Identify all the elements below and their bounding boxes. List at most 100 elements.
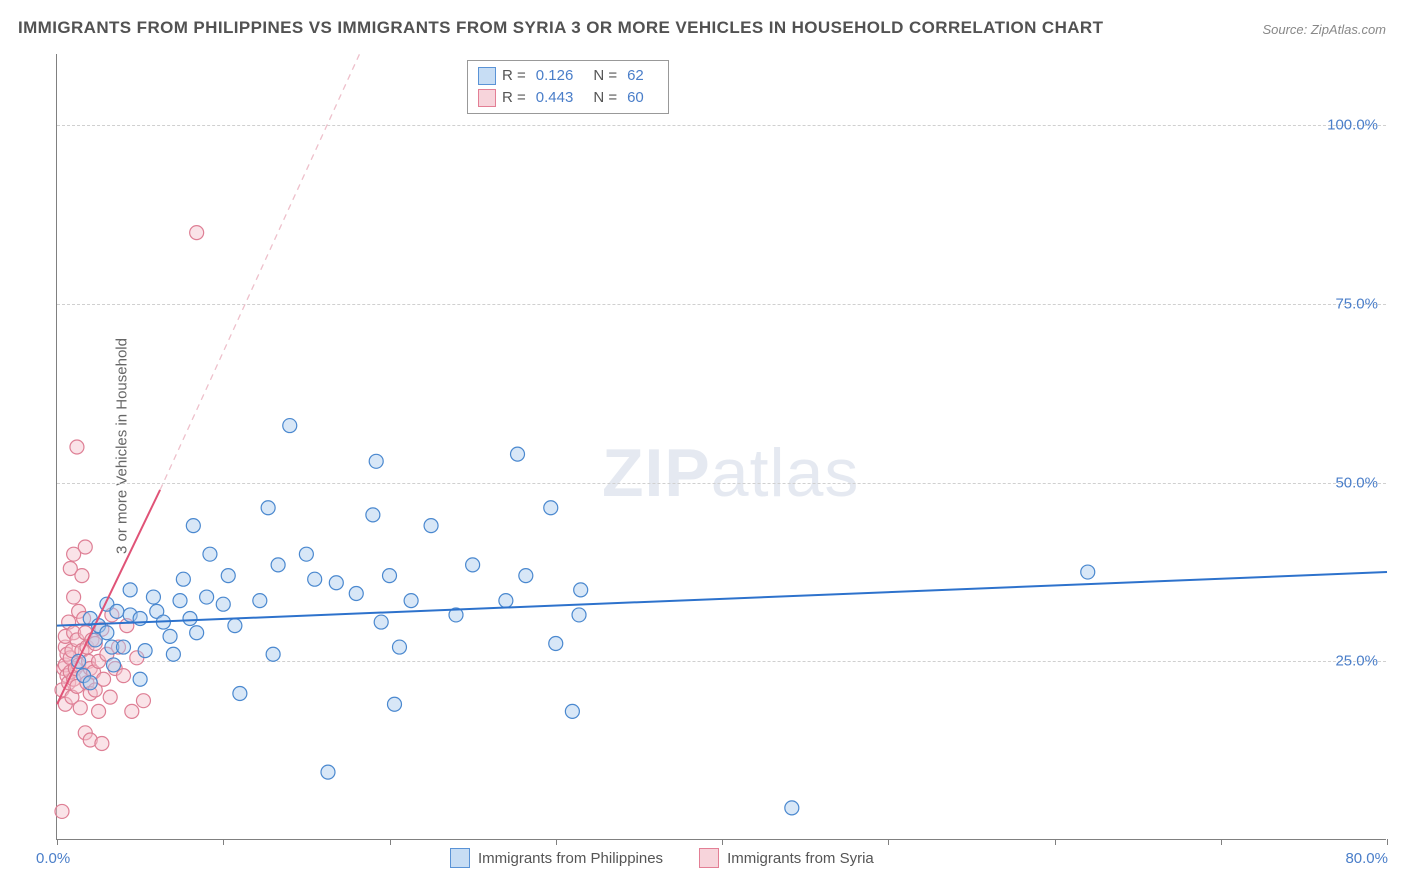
data-point xyxy=(374,615,388,629)
data-point xyxy=(146,590,160,604)
series-legend: Immigrants from Philippines Immigrants fr… xyxy=(450,848,902,868)
data-point xyxy=(366,508,380,522)
data-point xyxy=(200,590,214,604)
data-point xyxy=(387,697,401,711)
x-tick xyxy=(223,839,224,845)
x-tick xyxy=(722,839,723,845)
chart-container: IMMIGRANTS FROM PHILIPPINES VS IMMIGRANT… xyxy=(0,0,1406,892)
data-point xyxy=(499,594,513,608)
x-tick xyxy=(1221,839,1222,845)
legend-n-value: 62 xyxy=(627,65,644,87)
data-point xyxy=(404,594,418,608)
legend-r-label: R = xyxy=(502,65,526,87)
x-tick xyxy=(57,839,58,845)
legend-r-value: 0.443 xyxy=(536,87,574,109)
data-point xyxy=(511,447,525,461)
data-point xyxy=(73,701,87,715)
data-point xyxy=(349,586,363,600)
legend-row: R = 0.443 N = 60 xyxy=(478,87,658,109)
data-point xyxy=(271,558,285,572)
data-point xyxy=(97,672,111,686)
data-point xyxy=(383,569,397,583)
data-point xyxy=(544,501,558,515)
chart-title: IMMIGRANTS FROM PHILIPPINES VS IMMIGRANT… xyxy=(18,18,1103,38)
data-point xyxy=(136,694,150,708)
data-point xyxy=(572,608,586,622)
legend-r-label: R = xyxy=(502,87,526,109)
x-tick xyxy=(390,839,391,845)
data-point xyxy=(549,637,563,651)
data-point xyxy=(190,226,204,240)
data-point xyxy=(166,647,180,661)
data-point xyxy=(321,765,335,779)
data-point xyxy=(117,669,131,683)
data-point xyxy=(424,519,438,533)
data-point xyxy=(392,640,406,654)
data-point xyxy=(299,547,313,561)
data-point xyxy=(83,676,97,690)
x-tick xyxy=(1055,839,1056,845)
data-point xyxy=(308,572,322,586)
x-tick xyxy=(888,839,889,845)
data-point xyxy=(785,801,799,815)
trend-line xyxy=(160,54,360,490)
data-point xyxy=(228,619,242,633)
data-point xyxy=(565,704,579,718)
data-point xyxy=(266,647,280,661)
data-point xyxy=(466,558,480,572)
legend-n-value: 60 xyxy=(627,87,644,109)
data-point xyxy=(75,569,89,583)
legend-series-label: Immigrants from Philippines xyxy=(478,850,663,867)
data-point xyxy=(110,604,124,618)
data-point xyxy=(103,690,117,704)
data-point xyxy=(95,737,109,751)
data-point xyxy=(67,590,81,604)
data-point xyxy=(283,419,297,433)
legend-swatch xyxy=(478,89,496,107)
x-tick xyxy=(1387,839,1388,845)
data-point xyxy=(233,687,247,701)
data-point xyxy=(221,569,235,583)
data-point xyxy=(186,519,200,533)
data-point xyxy=(519,569,533,583)
scatter-svg xyxy=(57,54,1386,839)
data-point xyxy=(123,583,137,597)
data-point xyxy=(78,540,92,554)
source-attribution: Source: ZipAtlas.com xyxy=(1262,22,1386,37)
data-point xyxy=(173,594,187,608)
data-point xyxy=(1081,565,1095,579)
legend-swatch xyxy=(478,67,496,85)
x-tick xyxy=(556,839,557,845)
data-point xyxy=(133,672,147,686)
data-point xyxy=(216,597,230,611)
x-tick-label-max: 80.0% xyxy=(1345,850,1388,867)
x-tick-label-min: 0.0% xyxy=(36,850,70,867)
data-point xyxy=(163,629,177,643)
data-point xyxy=(183,611,197,625)
data-point xyxy=(55,804,69,818)
data-point xyxy=(253,594,267,608)
legend-n-label: N = xyxy=(593,65,617,87)
data-point xyxy=(92,704,106,718)
plot-area: ZIPatlas 25.0%50.0%75.0%100.0% R =0.126N… xyxy=(56,54,1386,840)
data-point xyxy=(329,576,343,590)
data-point xyxy=(369,454,383,468)
legend-swatch xyxy=(450,848,470,868)
data-point xyxy=(100,626,114,640)
data-point xyxy=(190,626,204,640)
data-point xyxy=(203,547,217,561)
data-point xyxy=(125,704,139,718)
legend-n-label: N = xyxy=(593,87,617,109)
data-point xyxy=(261,501,275,515)
data-point xyxy=(107,658,121,672)
legend-r-value: 0.126 xyxy=(536,65,574,87)
data-point xyxy=(117,640,131,654)
legend-swatch xyxy=(699,848,719,868)
legend-series-label: Immigrants from Syria xyxy=(727,850,874,867)
correlation-legend: R = 0.126 N = 62 R = 0.443 N = 60 xyxy=(467,60,669,114)
data-point xyxy=(176,572,190,586)
data-point xyxy=(138,644,152,658)
data-point xyxy=(574,583,588,597)
legend-row: R = 0.126 N = 62 xyxy=(478,65,658,87)
data-point xyxy=(70,440,84,454)
